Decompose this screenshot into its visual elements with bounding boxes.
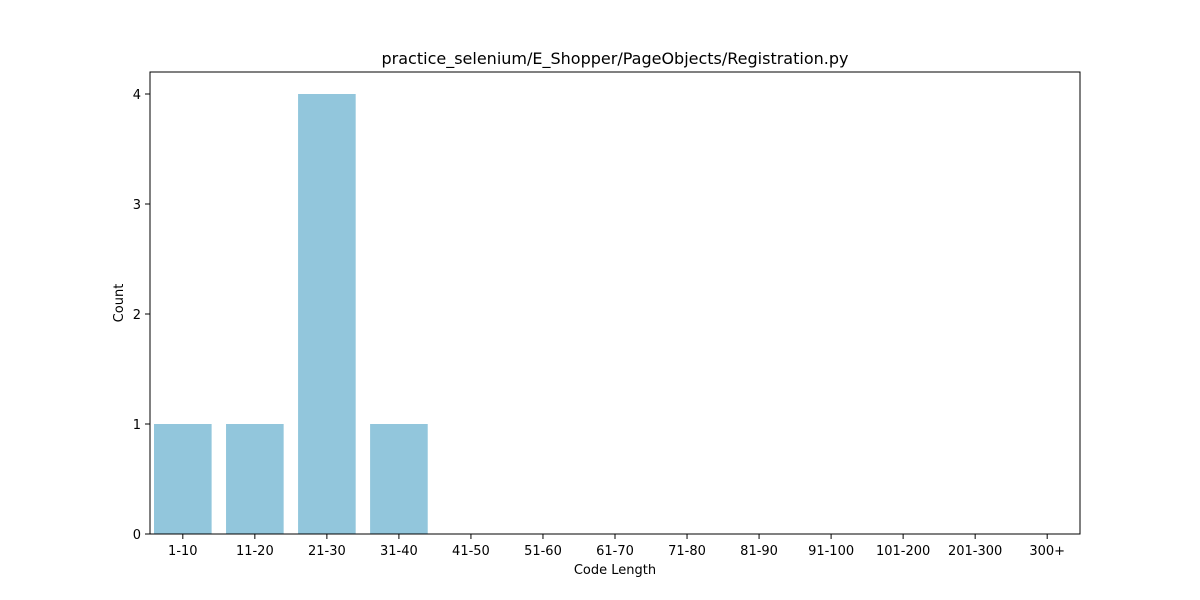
x-tick-label: 81-90	[740, 544, 778, 559]
x-tick-label: 300+	[1029, 544, 1065, 559]
chart-title: practice_selenium/E_Shopper/PageObjects/…	[382, 49, 849, 69]
bar-11-20	[226, 424, 284, 534]
x-tick-label: 201-300	[948, 544, 1002, 559]
y-tick-label: 2	[133, 308, 141, 323]
y-axis-label: Count	[112, 284, 127, 323]
x-tick-label: 61-70	[596, 544, 634, 559]
x-tick-label: 41-50	[452, 544, 490, 559]
bar-1-10	[154, 424, 212, 534]
x-tick-label: 11-20	[236, 544, 274, 559]
x-axis-label: Code Length	[574, 563, 656, 578]
x-tick-label: 1-10	[168, 544, 198, 559]
y-tick-label: 0	[133, 528, 141, 543]
y-tick-label: 3	[133, 198, 141, 213]
x-tick-label: 51-60	[524, 544, 562, 559]
x-tick-label: 91-100	[808, 544, 854, 559]
y-tick-label: 1	[133, 418, 141, 433]
bars-group	[154, 94, 428, 534]
y-tick-label: 4	[133, 88, 141, 103]
bar-21-30	[298, 94, 356, 534]
bar-31-40	[370, 424, 428, 534]
plot-frame	[149, 71, 1081, 535]
x-tick-label: 71-80	[668, 544, 706, 559]
x-axis-ticks: 1-10 11-20 21-30 31-40 41-50 51-60 61-70 71-80 8…	[168, 534, 1065, 559]
y-axis-ticks: 0 1 2 3 4	[133, 88, 150, 543]
x-tick-label: 101-200	[876, 544, 930, 559]
x-tick-label: 31-40	[380, 544, 418, 559]
x-tick-label: 21-30	[308, 544, 346, 559]
